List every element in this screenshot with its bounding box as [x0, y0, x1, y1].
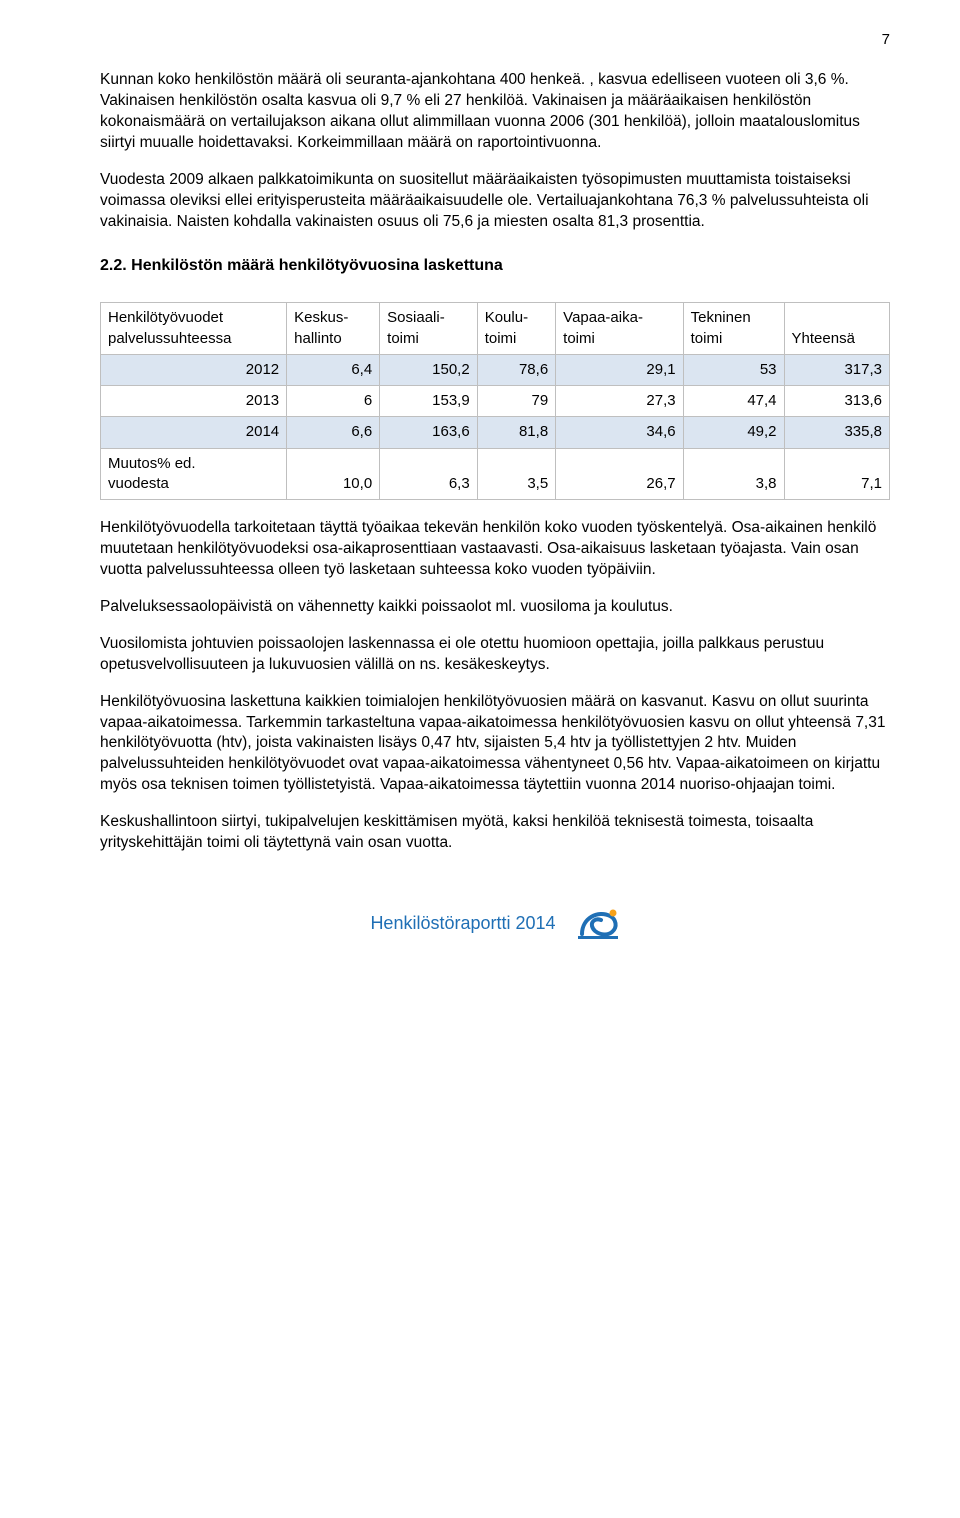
paragraph-4: Palveluksessaolopäivistä on vähennetty k… [100, 597, 890, 618]
cell: 313,6 [784, 386, 889, 417]
cell: 6,3 [380, 448, 478, 500]
cell: 53 [683, 354, 784, 385]
page-number: 7 [100, 30, 890, 50]
table-row: Muutos% ed. vuodesta 10,0 6,3 3,5 26,7 3… [101, 448, 890, 500]
cell: 78,6 [477, 354, 555, 385]
cell: 26,7 [556, 448, 683, 500]
row-label: 2014 [101, 417, 287, 448]
cell: 47,4 [683, 386, 784, 417]
col-header-0: Henkilötyövuodet palvelussuhteessa [101, 303, 287, 355]
cell: 6,6 [287, 417, 380, 448]
cell: 317,3 [784, 354, 889, 385]
cell: 335,8 [784, 417, 889, 448]
row-label: Muutos% ed. vuodesta [101, 448, 287, 500]
page-footer: Henkilöstöraportti 2014 [100, 904, 890, 942]
cell: 163,6 [380, 417, 478, 448]
paragraph-1: Kunnan koko henkilöstön määrä oli seuran… [100, 70, 890, 154]
col-header-2: Sosiaali- toimi [380, 303, 478, 355]
table-row: 2012 6,4 150,2 78,6 29,1 53 317,3 [101, 354, 890, 385]
col-header-1: Keskus- hallinto [287, 303, 380, 355]
col-header-3: Koulu- toimi [477, 303, 555, 355]
paragraph-5: Vuosilomista johtuvien poissaolojen lask… [100, 634, 890, 676]
paragraph-3: Henkilötyövuodella tarkoitetaan täyttä t… [100, 518, 890, 581]
table-row: 2014 6,6 163,6 81,8 34,6 49,2 335,8 [101, 417, 890, 448]
footer-text: Henkilöstöraportti 2014 [370, 911, 555, 935]
cell: 6 [287, 386, 380, 417]
cell: 3,8 [683, 448, 784, 500]
section-heading: 2.2. Henkilöstön määrä henkilötyövuosina… [100, 255, 890, 277]
col-header-5: Tekninen toimi [683, 303, 784, 355]
table-row: 2013 6 153,9 79 27,3 47,4 313,6 [101, 386, 890, 417]
cell: 49,2 [683, 417, 784, 448]
footer-logo-icon [576, 904, 620, 942]
col-header-4: Vapaa-aika- toimi [556, 303, 683, 355]
cell: 7,1 [784, 448, 889, 500]
cell: 27,3 [556, 386, 683, 417]
cell: 81,8 [477, 417, 555, 448]
paragraph-7: Keskushallintoon siirtyi, tukipalvelujen… [100, 812, 890, 854]
row-label: 2013 [101, 386, 287, 417]
paragraph-6: Henkilötyövuosina laskettuna kaikkien to… [100, 692, 890, 797]
row-label: 2012 [101, 354, 287, 385]
cell: 29,1 [556, 354, 683, 385]
cell: 6,4 [287, 354, 380, 385]
table-header-row: Henkilötyövuodet palvelussuhteessa Kesku… [101, 303, 890, 355]
person-work-years-table: Henkilötyövuodet palvelussuhteessa Kesku… [100, 302, 890, 500]
paragraph-2: Vuodesta 2009 alkaen palkkatoimikunta on… [100, 170, 890, 233]
cell: 153,9 [380, 386, 478, 417]
cell: 3,5 [477, 448, 555, 500]
cell: 79 [477, 386, 555, 417]
cell: 150,2 [380, 354, 478, 385]
cell: 10,0 [287, 448, 380, 500]
col-header-6: Yhteensä [784, 303, 889, 355]
cell: 34,6 [556, 417, 683, 448]
table-body: 2012 6,4 150,2 78,6 29,1 53 317,3 2013 6… [101, 354, 890, 499]
